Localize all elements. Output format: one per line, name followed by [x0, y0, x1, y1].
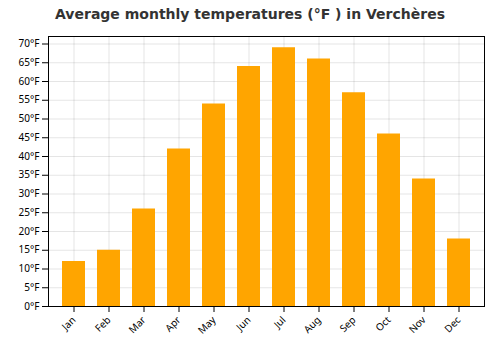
svg-text:Nov: Nov — [405, 312, 429, 336]
svg-text:Sep: Sep — [336, 313, 358, 335]
svg-text:Feb: Feb — [91, 313, 113, 335]
svg-text:Aug: Aug — [300, 313, 323, 336]
svg-text:0°F: 0°F — [24, 299, 39, 313]
svg-text:35°F: 35°F — [19, 167, 40, 181]
svg-text:Jun: Jun — [232, 313, 253, 334]
svg-text:Dec: Dec — [441, 313, 464, 336]
svg-text:20°F: 20°F — [19, 224, 40, 238]
svg-text:25°F: 25°F — [19, 205, 40, 219]
svg-text:10°F: 10°F — [19, 261, 40, 275]
svg-text:55°F: 55°F — [19, 92, 40, 106]
svg-text:60°F: 60°F — [19, 74, 40, 88]
svg-text:Apr: Apr — [162, 313, 184, 335]
svg-text:May: May — [194, 312, 219, 337]
svg-text:5°F: 5°F — [24, 280, 39, 294]
svg-text:Jan: Jan — [58, 313, 79, 334]
svg-text:Mar: Mar — [125, 313, 148, 336]
svg-text:70°F: 70°F — [19, 36, 40, 50]
svg-text:15°F: 15°F — [19, 242, 40, 256]
svg-text:50°F: 50°F — [19, 111, 40, 125]
svg-text:30°F: 30°F — [19, 186, 40, 200]
svg-text:40°F: 40°F — [19, 149, 40, 163]
svg-text:65°F: 65°F — [19, 55, 40, 69]
svg-text:Oct: Oct — [372, 313, 394, 335]
svg-text:Jul: Jul — [270, 313, 289, 332]
svg-text:45°F: 45°F — [19, 130, 40, 144]
html-text:Average monthly temperatures (: Average monthly temperatures (°F ) in Ve… — [55, 6, 445, 22]
